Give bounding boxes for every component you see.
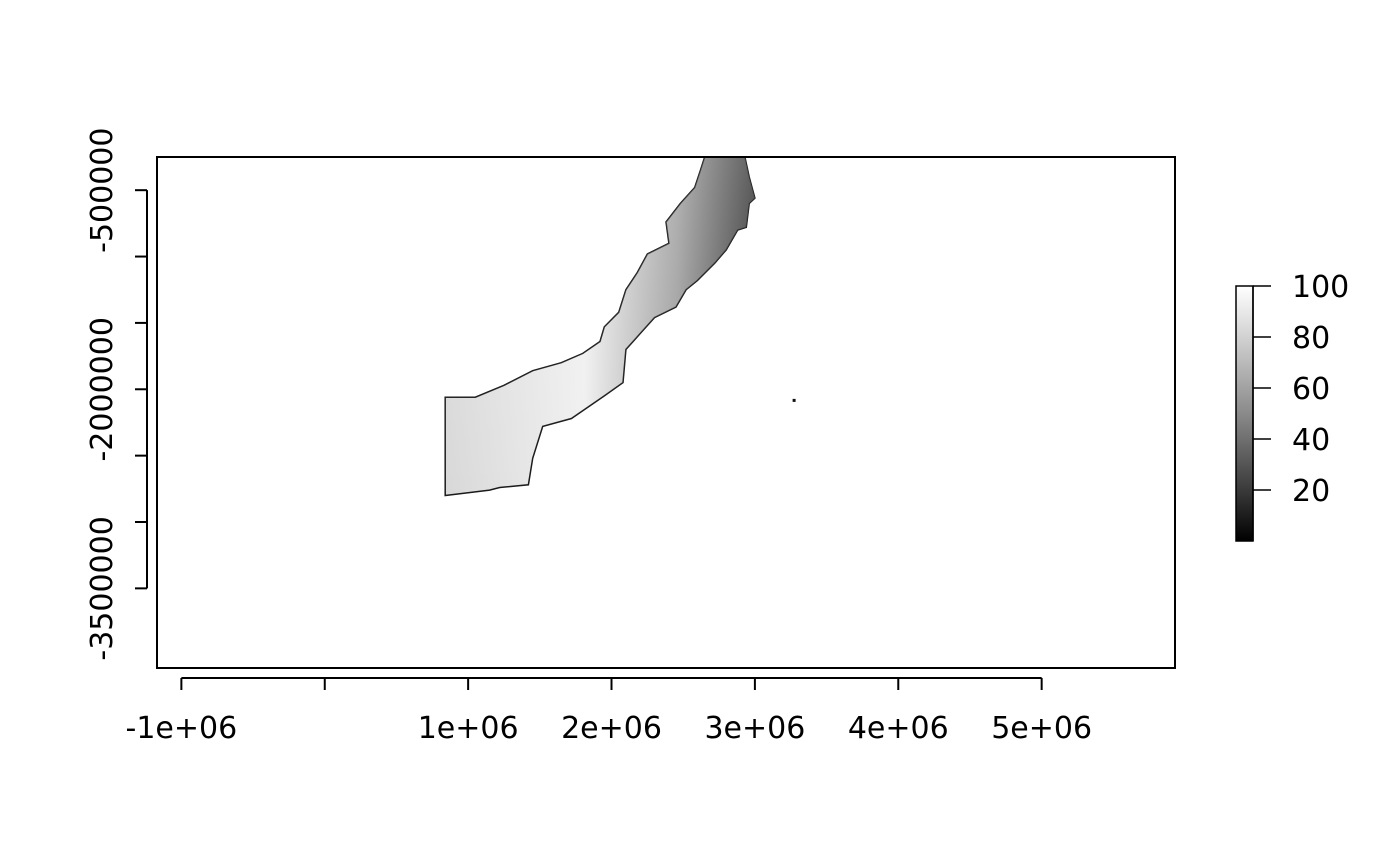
colorbar-tick-label: 100 bbox=[1292, 270, 1349, 305]
y-tick-label: -500000 bbox=[85, 128, 120, 253]
x-tick-label: 4e+06 bbox=[848, 711, 949, 746]
colorbar-tick-label: 60 bbox=[1292, 372, 1330, 407]
x-tick-label: 2e+06 bbox=[561, 711, 662, 746]
colorbar-gradient bbox=[1235, 285, 1254, 542]
y-axis: -500000 -2000000 -3500000 bbox=[85, 128, 148, 661]
x-tick-label: 3e+06 bbox=[704, 711, 805, 746]
y-tick-label: -2000000 bbox=[85, 317, 120, 461]
x-tick-label: 5e+06 bbox=[991, 711, 1092, 746]
raster-layer bbox=[444, 157, 796, 497]
plot-frame bbox=[156, 156, 1176, 669]
colorbar-tick-label: 40 bbox=[1292, 423, 1330, 458]
x-tick-label: 1e+06 bbox=[418, 711, 519, 746]
x-axis: -1e+06 1e+06 2e+06 3e+06 4e+06 5e+06 bbox=[126, 677, 1092, 746]
colorbar-legend: 100 80 60 40 20 bbox=[1235, 270, 1349, 542]
y-tick-label: -3500000 bbox=[85, 516, 120, 660]
colorbar-tick-label: 80 bbox=[1292, 321, 1330, 356]
raster-band-highlight bbox=[445, 157, 755, 496]
raster-stray-pixel bbox=[792, 398, 796, 402]
x-tick-label: -1e+06 bbox=[126, 711, 238, 746]
colorbar-tick-label: 20 bbox=[1292, 474, 1330, 509]
